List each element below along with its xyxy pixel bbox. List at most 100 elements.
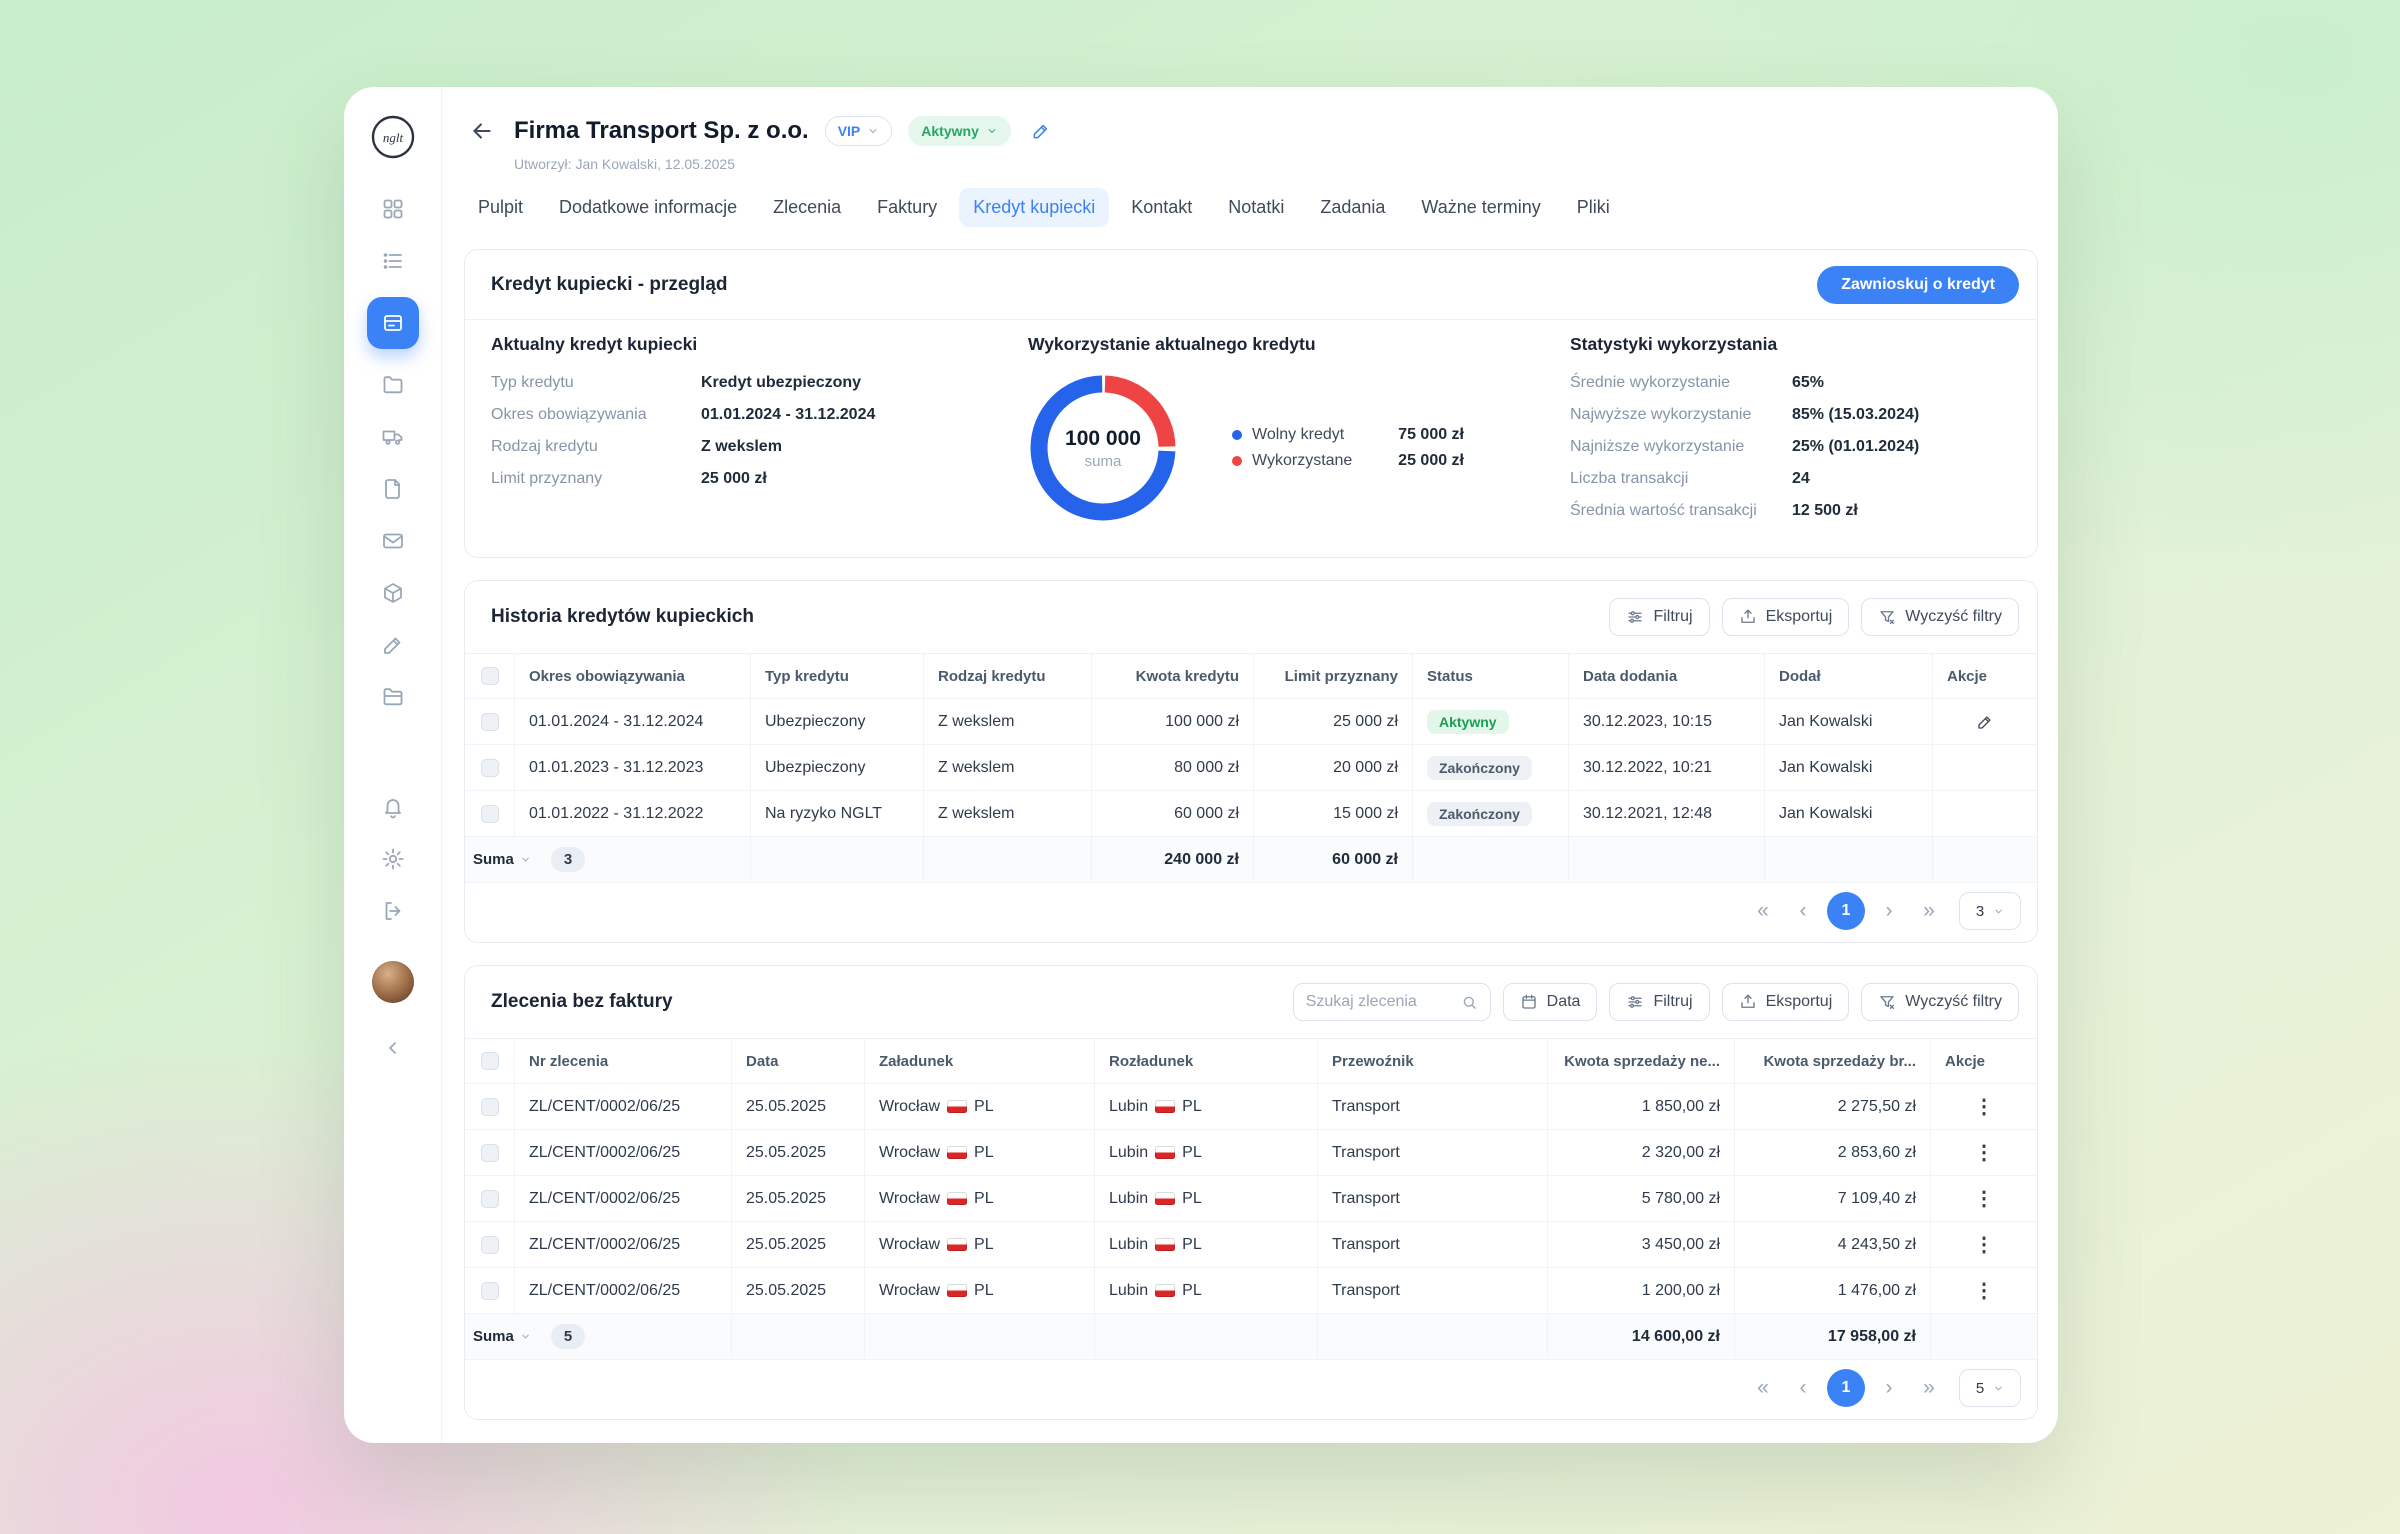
export-button[interactable]: Eksportuj [1721,983,1850,1021]
cell-brutto: 2 853,60 zł [1735,1130,1931,1175]
row-checkbox[interactable] [480,1281,499,1300]
first-page-button[interactable]: « [1757,899,1769,922]
row-checkbox[interactable] [480,1143,499,1162]
export-button[interactable]: Eksportuj [1721,598,1850,636]
row-actions-menu-icon[interactable]: ⋮ [1974,1187,1994,1210]
prev-page-button[interactable]: ‹ [1799,899,1807,922]
back-button[interactable] [464,113,500,149]
row-checkbox[interactable] [480,1235,499,1254]
cell-przewoznik: Transport [1318,1084,1548,1129]
next-page-button[interactable]: › [1885,1376,1893,1399]
table-row[interactable]: 01.01.2022 - 31.12.2022 Na ryzyko NGLT Z… [465,791,2037,837]
apply-credit-button[interactable]: Zawnioskuj o kredyt [1817,265,2019,304]
tab-wazne-terminy[interactable]: Ważne terminy [1421,197,1541,217]
clear-filters-button[interactable]: Wyczyść filtry [1861,983,2019,1021]
row-checkbox[interactable] [480,712,499,731]
col-zaladunek: Załadunek [865,1039,1095,1083]
cell-data: 25.05.2025 [732,1084,865,1129]
orders-table-footer: Suma 5 14 600,00 zł 17 958,00 zł [465,1314,2037,1360]
filter-button[interactable]: Filtruj [1609,983,1710,1021]
list-icon[interactable] [380,248,406,274]
sum-selector[interactable]: Suma 5 [465,1314,732,1359]
date-filter-button[interactable]: Data [1502,983,1598,1021]
logout-icon[interactable] [380,898,406,924]
row-checkbox[interactable] [480,1097,499,1116]
tab-pulpit[interactable]: Pulpit [478,197,524,217]
select-all-checkbox[interactable] [480,667,499,685]
user-avatar[interactable] [371,961,414,1003]
tab-zadania[interactable]: Zadania [1320,197,1386,217]
dashboard-grid-icon[interactable] [380,196,406,222]
tab-pliki[interactable]: Pliki [1576,197,1610,217]
sum-selector[interactable]: Suma 3 [465,837,751,882]
legend-dot-blue [1232,430,1242,440]
envelope-icon[interactable] [380,528,406,554]
edit-company-icon[interactable] [1031,121,1051,141]
edit-row-icon[interactable] [1976,713,1994,731]
table-row[interactable]: ZL/CENT/0002/06/25 25.05.2025 Wrocław PL … [465,1176,2037,1222]
row-actions-menu-icon[interactable]: ⋮ [1974,1233,1994,1256]
last-page-button[interactable]: » [1923,1376,1935,1399]
tab-faktury[interactable]: Faktury [877,197,938,217]
credit-usage-donut-chart: 100 000 suma [1028,373,1178,523]
signature-icon[interactable] [380,632,406,658]
bell-icon[interactable] [380,794,406,820]
cell-zaladunek: Wrocław PL [865,1268,1095,1313]
page-size-select[interactable]: 3 [1959,892,2021,930]
cell-zaladunek: Wrocław PL [865,1176,1095,1221]
row-actions-menu-icon[interactable]: ⋮ [1974,1095,1994,1118]
row-count-chip: 3 [550,847,586,872]
table-row[interactable]: ZL/CENT/0002/06/25 25.05.2025 Wrocław PL … [465,1084,2037,1130]
row-actions-menu-icon[interactable]: ⋮ [1974,1279,1994,1302]
chevron-down-icon [988,128,996,134]
archive-icon[interactable] [380,684,406,710]
history-pagination: « ‹ 1 › » 3 [465,883,2037,942]
gear-icon[interactable] [380,846,406,872]
table-row[interactable]: ZL/CENT/0002/06/25 25.05.2025 Wrocław PL … [465,1222,2037,1268]
row-actions-menu-icon[interactable]: ⋮ [1974,1141,1994,1164]
tab-dodatkowe-informacje[interactable]: Dodatkowe informacje [559,197,738,217]
table-row[interactable]: ZL/CENT/0002/06/25 25.05.2025 Wrocław PL … [465,1268,2037,1314]
poland-flag-icon [947,1100,968,1113]
cell-rozladunek: Lubin PL [1095,1130,1318,1175]
field-label: Okres obowiązywania [491,406,647,423]
table-row[interactable]: ZL/CENT/0002/06/25 25.05.2025 Wrocław PL … [465,1130,2037,1176]
tab-notatki[interactable]: Notatki [1228,197,1285,217]
folder-icon[interactable] [380,372,406,398]
page-size-select[interactable]: 5 [1959,1369,2021,1407]
tab-zlecenia[interactable]: Zlecenia [773,197,842,217]
search-input[interactable] [1305,993,1453,1011]
truck-icon[interactable] [380,424,406,450]
select-all-checkbox[interactable] [480,1052,499,1070]
table-row[interactable]: 01.01.2023 - 31.12.2023 Ubezpieczony Z w… [465,745,2037,791]
current-page[interactable]: 1 [1827,1369,1865,1407]
table-row[interactable]: 01.01.2024 - 31.12.2024 Ubezpieczony Z w… [465,699,2037,745]
row-checkbox[interactable] [480,1189,499,1208]
next-page-button[interactable]: › [1885,899,1893,922]
row-checkbox[interactable] [480,758,499,777]
package-icon[interactable] [380,580,406,606]
last-page-button[interactable]: » [1923,899,1935,922]
first-page-button[interactable]: « [1757,1376,1769,1399]
row-checkbox[interactable] [480,804,499,823]
order-search[interactable] [1292,983,1491,1021]
prev-page-button[interactable]: ‹ [1799,1376,1807,1399]
clear-filters-button[interactable]: Wyczyść filtry [1861,598,2019,636]
status-badge[interactable]: Aktywny [908,116,1011,146]
current-page[interactable]: 1 [1827,892,1865,930]
col-netto: Kwota sprzedaży ne... [1548,1039,1735,1083]
credit-overview-panel: Kredyt kupiecki - przegląd Zawnioskuj o … [464,249,2038,558]
field-value: Z wekslem [701,438,782,455]
cell-kwota: 100 000 zł [1092,699,1254,744]
usage-heading: Wykorzystanie aktualnego kredytu [1028,334,1316,354]
cell-limit: 25 000 zł [1254,699,1413,744]
invoices-icon[interactable] [366,297,419,349]
cell-nr: ZL/CENT/0002/06/25 [515,1130,732,1175]
cell-zaladunek: Wrocław PL [865,1222,1095,1267]
filter-button[interactable]: Filtruj [1609,598,1710,636]
tab-kontakt[interactable]: Kontakt [1131,197,1193,217]
document-icon[interactable] [380,476,406,502]
vip-badge[interactable]: VIP [824,116,893,146]
tab-kredyt-kupiecki[interactable]: Kredyt kupiecki [959,188,1110,227]
collapse-sidebar-icon[interactable] [380,1035,406,1061]
